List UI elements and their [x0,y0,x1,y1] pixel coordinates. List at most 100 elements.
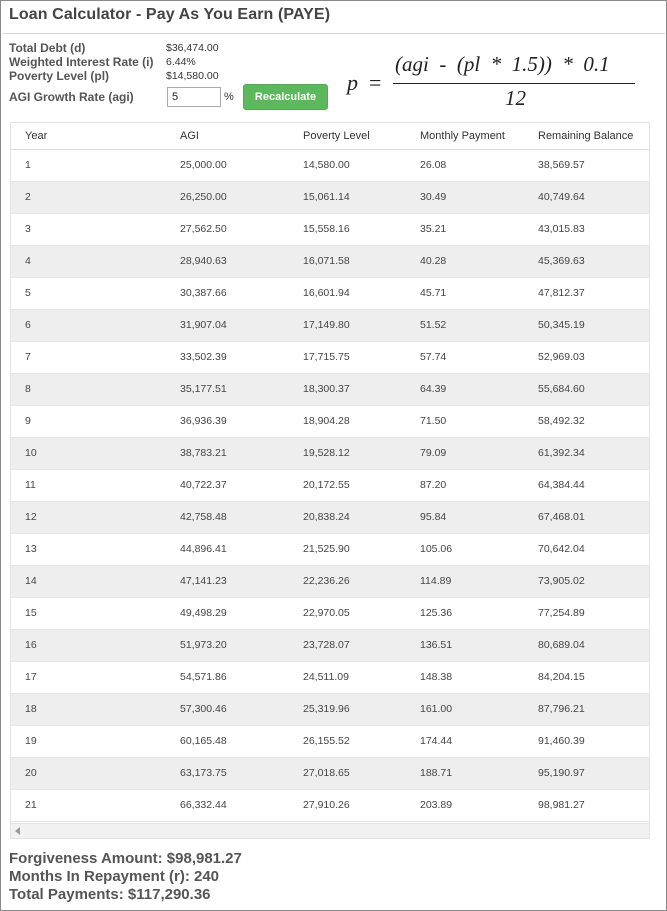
cell-year: 16 [11,629,166,662]
cell-year: 1 [11,149,166,182]
title-divider [2,33,665,34]
cell-remaining-balance: 50,345.19 [524,309,649,342]
cell-monthly-payment: 64.39 [406,373,524,406]
recalculate-button[interactable]: Recalculate [243,84,328,110]
cell-agi: 54,571.86 [166,661,289,694]
cell-poverty-level: 27,910.26 [289,789,406,822]
cell-remaining-balance: 43,015.83 [524,213,649,246]
table-row: 5 30,387.66 16,601.94 45.71 47,812.37 [11,277,649,310]
page-title: Loan Calculator - Pay As You Earn (PAYE) [9,6,331,23]
column-header-monthly-payment: Monthly Payment [406,123,524,150]
column-header-remaining-balance: Remaining Balance [524,123,649,150]
cell-remaining-balance: 95,190.97 [524,757,649,790]
cell-year: 7 [11,341,166,374]
column-header-poverty-level: Poverty Level [289,123,406,150]
horizontal-scrollbar[interactable] [11,823,649,838]
cell-remaining-balance: 58,492.32 [524,405,649,438]
scroll-left-arrow-icon[interactable] [15,827,20,835]
cell-poverty-level: 18,300.37 [289,373,406,406]
cell-remaining-balance: 77,254.89 [524,597,649,630]
cell-remaining-balance: 98,981.27 [524,789,649,822]
cell-poverty-level: 15,558.16 [289,213,406,246]
table-row: 20 63,173.75 27,018.65 188.71 95,190.97 [11,757,649,790]
cell-monthly-payment: 71.50 [406,405,524,438]
cell-agi: 66,332.44 [166,789,289,822]
cell-year: 20 [11,757,166,790]
formula-lhs: p [347,70,358,95]
table-row: 4 28,940.63 16,071.58 40.28 45,369.63 [11,245,649,278]
cell-year: 12 [11,501,166,534]
agi-growth-input[interactable] [167,87,221,107]
interest-rate-value: 6.44% [166,56,196,68]
cell-year: 8 [11,373,166,406]
cell-monthly-payment: 57.74 [406,341,524,374]
cell-poverty-level: 20,838.24 [289,501,406,534]
table-row: 10 38,783.21 19,528.12 79.09 61,392.34 [11,437,649,470]
cell-agi: 42,758.48 [166,501,289,534]
cell-poverty-level: 22,236.26 [289,565,406,598]
table-row: 17 54,571.86 24,511.09 148.38 84,204.15 [11,661,649,694]
poverty-level-label: Poverty Level (pl) [9,69,110,83]
cell-monthly-payment: 105.06 [406,533,524,566]
cell-agi: 38,783.21 [166,437,289,470]
cell-monthly-payment: 30.49 [406,181,524,214]
cell-agi: 36,936.39 [166,405,289,438]
months-in-repayment: Months In Repayment (r): 240 [9,868,220,885]
cell-year: 14 [11,565,166,598]
cell-remaining-balance: 73,905.02 [524,565,649,598]
cell-remaining-balance: 38,569.57 [524,149,649,182]
amortization-table-container[interactable]: Year AGI Poverty Level Monthly Payment R… [10,122,650,839]
agi-growth-label: AGI Growth Rate (agi) [9,90,134,104]
cell-remaining-balance: 67,468.01 [524,501,649,534]
cell-monthly-payment: 174.44 [406,725,524,758]
cell-poverty-level: 17,149.80 [289,309,406,342]
column-header-agi: AGI [166,123,289,150]
cell-agi: 30,387.66 [166,277,289,310]
cell-remaining-balance: 55,684.60 [524,373,649,406]
total-debt-value: $36,474.00 [166,42,219,54]
cell-monthly-payment: 114.89 [406,565,524,598]
column-header-year: Year [11,123,166,150]
cell-monthly-payment: 87.20 [406,469,524,502]
cell-agi: 25,000.00 [166,149,289,182]
table-row: 12 42,758.48 20,838.24 95.84 67,468.01 [11,501,649,534]
cell-remaining-balance: 52,969.03 [524,341,649,374]
cell-agi: 63,173.75 [166,757,289,790]
cell-monthly-payment: 79.09 [406,437,524,470]
cell-poverty-level: 18,904.28 [289,405,406,438]
cell-agi: 44,896.41 [166,533,289,566]
cell-year: 18 [11,693,166,726]
payment-formula: p = (agi - (pl * 1.5)) * 0.1 12 [347,50,637,112]
cell-year: 21 [11,789,166,822]
cell-poverty-level: 23,728.07 [289,629,406,662]
cell-monthly-payment: 95.84 [406,501,524,534]
cell-remaining-balance: 64,384.44 [524,469,649,502]
cell-monthly-payment: 51.52 [406,309,524,342]
cell-poverty-level: 16,071.58 [289,245,406,278]
cell-poverty-level: 14,580.00 [289,149,406,182]
cell-year: 13 [11,533,166,566]
formula-equals: = [369,70,382,95]
formula-denominator: 12 [505,86,526,110]
formula-numerator: (agi - (pl * 1.5)) * 0.1 [395,52,610,76]
cell-agi: 57,300.46 [166,693,289,726]
cell-remaining-balance: 87,796.21 [524,693,649,726]
table-row: 2 26,250.00 15,061.14 30.49 40,749.64 [11,181,649,214]
cell-year: 19 [11,725,166,758]
cell-poverty-level: 25,319.96 [289,693,406,726]
cell-monthly-payment: 125.36 [406,597,524,630]
total-payments: Total Payments: $117,290.36 [9,886,211,903]
cell-year: 2 [11,181,166,214]
table-row: 9 36,936.39 18,904.28 71.50 58,492.32 [11,405,649,438]
table-row: 3 27,562.50 15,558.16 35.21 43,015.83 [11,213,649,246]
cell-agi: 26,250.00 [166,181,289,214]
cell-agi: 33,502.39 [166,341,289,374]
poverty-level-value: $14,580.00 [166,70,219,82]
cell-monthly-payment: 35.21 [406,213,524,246]
table-row: 13 44,896.41 21,525.90 105.06 70,642.04 [11,533,649,566]
cell-poverty-level: 20,172.55 [289,469,406,502]
cell-year: 11 [11,469,166,502]
formula-fraction-bar [393,83,635,84]
cell-year: 3 [11,213,166,246]
cell-remaining-balance: 91,460.39 [524,725,649,758]
